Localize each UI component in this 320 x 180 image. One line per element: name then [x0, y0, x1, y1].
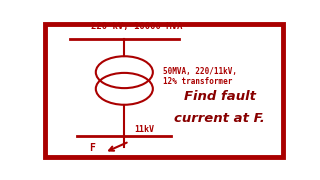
- Text: 220 kV, 10000 MVA: 220 kV, 10000 MVA: [91, 22, 182, 31]
- Text: current at F.: current at F.: [174, 112, 265, 125]
- Text: 11kV: 11kV: [134, 125, 154, 134]
- Text: Find fault: Find fault: [184, 90, 256, 103]
- Text: 50MVA, 220/11kV,
12% transformer: 50MVA, 220/11kV, 12% transformer: [163, 67, 237, 86]
- Text: F: F: [89, 143, 95, 153]
